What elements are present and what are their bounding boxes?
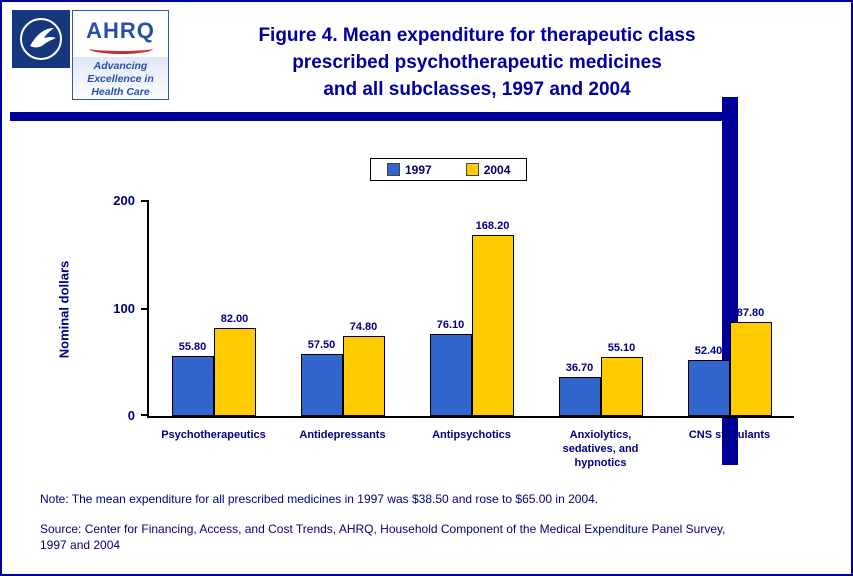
bar-2004 — [600, 357, 643, 416]
bar-group: 57.50 74.80 Antidepressants — [278, 201, 407, 441]
figure-title: Figure 4. Mean expenditure for therapeut… — [177, 22, 777, 103]
category-label: Antidepressants — [299, 429, 386, 441]
source-line-2: 1997 and 2004 — [40, 538, 121, 552]
source-line-1: Source: Center for Financing, Access, an… — [40, 522, 726, 536]
category-label: Psychotherapeutics — [161, 429, 266, 441]
bar-group: 76.10 168.20 Antipsychotics — [407, 201, 536, 441]
bar-value-label: 36.70 — [565, 362, 594, 374]
y-tick-mark — [141, 414, 149, 416]
bar-value-label: 55.80 — [178, 341, 207, 353]
bar-2004 — [729, 322, 772, 416]
bar-with-label: 74.80 — [342, 321, 385, 416]
bar-with-label: 55.80 — [171, 341, 214, 416]
legend-item: 1997 — [387, 163, 432, 177]
category-label: Anxiolytics, sedatives, and hypnotics — [562, 429, 639, 469]
y-tick-mark — [141, 307, 149, 310]
bar-1997 — [171, 356, 214, 416]
bar-1997 — [558, 377, 601, 416]
bar-pair: 55.80 82.00 — [171, 313, 256, 416]
category-label: CNS stimulants — [688, 429, 771, 441]
ahrq-acronym-text: AHRQ — [86, 18, 155, 43]
bar-value-label: 76.10 — [436, 319, 465, 331]
bar-pair: 52.40 87.80 — [687, 307, 772, 416]
legend-label: 1997 — [405, 162, 432, 177]
legend-swatch — [387, 163, 400, 176]
bar-with-label: 168.20 — [471, 220, 514, 416]
bar-value-label: 82.00 — [220, 313, 249, 325]
legend-swatch — [465, 163, 479, 176]
y-tick-label: 200 — [113, 193, 135, 208]
bar-1997 — [300, 354, 343, 416]
hhs-logo — [12, 10, 70, 68]
bar-value-label: 74.80 — [349, 321, 378, 333]
ahrq-logo: AHRQ Advancing Excellence in Health Care — [72, 10, 169, 100]
note-text: Note: The mean expenditure for all presc… — [40, 492, 599, 506]
bar-1997 — [687, 360, 730, 416]
bar-pair: 76.10 168.20 — [429, 220, 514, 416]
y-tick-mark — [141, 200, 149, 202]
y-tick-label: 100 — [113, 300, 135, 316]
bar-with-label: 57.50 — [300, 339, 343, 416]
y-tick-label: 0 — [127, 408, 135, 423]
figure-title-line-3: and all subclasses, 1997 and 2004 — [323, 79, 631, 100]
legend-item: 2004 — [465, 162, 511, 177]
bar-value-label: 55.10 — [607, 342, 636, 354]
bar-2004 — [213, 328, 256, 416]
ahrq-swoosh-icon — [88, 43, 153, 54]
hhs-eagle-icon — [20, 18, 62, 60]
bar-groups: 55.80 82.00 Psychotherapeutics 57.50 74.80 An… — [149, 201, 794, 469]
category-label: Antipsychotics — [432, 429, 511, 441]
bar-pair: 36.70 55.10 — [558, 342, 643, 416]
bar-value-label: 52.40 — [694, 345, 723, 357]
bar-with-label: 55.10 — [600, 342, 643, 416]
divider-horizontal — [10, 112, 722, 121]
bar-group: 52.40 87.80 CNS stimulants — [665, 201, 794, 441]
figure-title-line-2: prescribed psychotherapeutic medicines — [292, 52, 662, 73]
legend-label: 2004 — [483, 162, 511, 177]
bar-1997 — [429, 334, 472, 416]
plot-area: 55.80 82.00 Psychotherapeutics 57.50 74.80 An… — [113, 194, 794, 469]
ahrq-tagline-text: Advancing Excellence in Health Care — [73, 57, 168, 99]
bar-2004 — [471, 235, 514, 416]
bar-pair: 57.50 74.80 — [300, 321, 385, 416]
bar-with-label: 52.40 — [687, 345, 730, 416]
bar-2004 — [342, 336, 385, 416]
bar-with-label: 82.00 — [213, 313, 256, 416]
legend: 1997 2004 — [370, 158, 528, 181]
bar-group: 55.80 82.00 Psychotherapeutics — [149, 201, 278, 441]
bar-with-label: 36.70 — [558, 362, 601, 416]
bar-with-label: 76.10 — [429, 319, 472, 416]
bar-value-label: 87.80 — [736, 307, 765, 319]
y-axis-label: Nominal dollars — [56, 260, 72, 359]
bar-value-label: 57.50 — [307, 339, 336, 351]
source-text: Source: Center for Financing, Access, an… — [40, 521, 725, 553]
bar-with-label: 87.80 — [729, 307, 772, 416]
figure-title-line-1: Figure 4. Mean expenditure for therapeut… — [258, 25, 696, 46]
bar-group: 36.70 55.10 Anxiolytics, sedatives, and hy… — [536, 201, 665, 469]
bar-value-label: 168.20 — [475, 220, 510, 232]
